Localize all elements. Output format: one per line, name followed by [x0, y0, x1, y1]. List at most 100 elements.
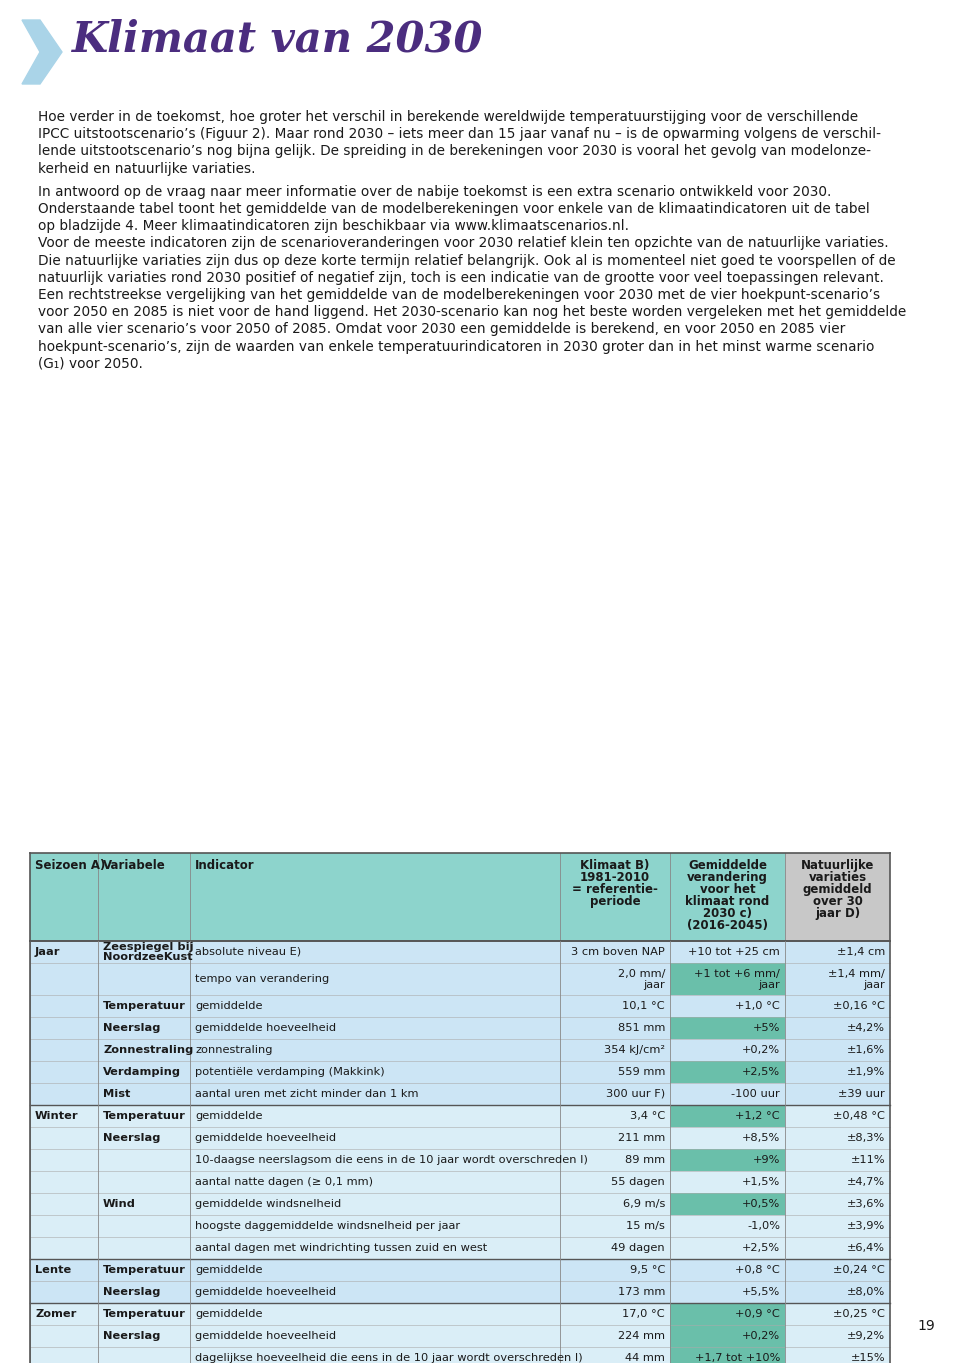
Text: jaar: jaar	[758, 980, 780, 990]
Text: 44 mm: 44 mm	[625, 1353, 665, 1363]
Bar	[30, 1017, 890, 1039]
Text: Neerslag: Neerslag	[103, 1287, 160, 1298]
Bar	[30, 1214, 890, 1238]
Text: 9,5 °C: 9,5 °C	[630, 1265, 665, 1274]
Bar	[30, 1060, 890, 1084]
Text: 300 uur F): 300 uur F)	[606, 1089, 665, 1099]
Text: gemiddelde windsnelheid: gemiddelde windsnelheid	[195, 1199, 341, 1209]
Bar	[190, 853, 560, 940]
Text: Neerslag: Neerslag	[103, 1024, 160, 1033]
Bar	[30, 1259, 890, 1281]
Bar	[30, 995, 890, 1017]
Text: Variabele: Variabele	[103, 859, 166, 872]
Text: Klimaat B): Klimaat B)	[580, 859, 650, 872]
Text: +0,5%: +0,5%	[742, 1199, 780, 1209]
Text: gemiddelde: gemiddelde	[195, 1308, 262, 1319]
Text: ±8,3%: ±8,3%	[847, 1133, 885, 1144]
Text: 49 dagen: 49 dagen	[612, 1243, 665, 1253]
Bar	[30, 1238, 890, 1259]
Text: Die natuurlijke variaties zijn dus op deze korte termijn relatief belangrijk. Oo: Die natuurlijke variaties zijn dus op de…	[38, 254, 896, 267]
Text: 89 mm: 89 mm	[625, 1154, 665, 1165]
Text: 1981-2010: 1981-2010	[580, 871, 650, 885]
Text: Gemiddelde: Gemiddelde	[688, 859, 767, 872]
Text: Zeespiegel bij: Zeespiegel bij	[103, 942, 194, 951]
Text: -1,0%: -1,0%	[747, 1221, 780, 1231]
Bar	[30, 1039, 890, 1060]
Text: ±11%: ±11%	[851, 1154, 885, 1165]
Text: +1,2 °C: +1,2 °C	[735, 1111, 780, 1120]
Text: 2,0 mm/: 2,0 mm/	[617, 969, 665, 979]
Text: Neerslag: Neerslag	[103, 1332, 160, 1341]
Text: Wind: Wind	[103, 1199, 136, 1209]
Text: +0,8 °C: +0,8 °C	[735, 1265, 780, 1274]
Text: gemiddelde: gemiddelde	[195, 1000, 262, 1011]
Text: +1,7 tot +10%: +1,7 tot +10%	[695, 1353, 780, 1363]
Text: aantal dagen met windrichting tussen zuid en west: aantal dagen met windrichting tussen zui…	[195, 1243, 488, 1253]
Text: jaar: jaar	[863, 980, 885, 990]
Bar	[30, 1171, 890, 1193]
Text: Een rechtstreekse vergelijking van het gemiddelde van de modelberekeningen voor : Een rechtstreekse vergelijking van het g…	[38, 288, 880, 303]
Bar	[670, 853, 785, 940]
Text: tempo van verandering: tempo van verandering	[195, 975, 329, 984]
Text: kerheid en natuurlijke variaties.: kerheid en natuurlijke variaties.	[38, 162, 255, 176]
Bar	[670, 1303, 785, 1325]
Text: ±9,2%: ±9,2%	[847, 1332, 885, 1341]
Text: op bladzijde 4. Meer klimaatindicatoren zijn beschikbaar via www.klimaatscenario: op bladzijde 4. Meer klimaatindicatoren …	[38, 219, 629, 233]
Text: aantal natte dagen (≥ 0,1 mm): aantal natte dagen (≥ 0,1 mm)	[195, 1178, 373, 1187]
Text: dagelijkse hoeveelheid die eens in de 10 jaar wordt overschreden I): dagelijkse hoeveelheid die eens in de 10…	[195, 1353, 583, 1363]
Text: NoordzeeKust: NoordzeeKust	[103, 953, 193, 962]
Text: gemiddelde: gemiddelde	[195, 1111, 262, 1120]
Text: Temperatuur: Temperatuur	[103, 1308, 186, 1319]
Bar	[560, 853, 670, 940]
Text: 3 cm boven NAP: 3 cm boven NAP	[571, 947, 665, 957]
Text: verandering: verandering	[687, 871, 768, 885]
Text: +0,2%: +0,2%	[742, 1332, 780, 1341]
Text: gemiddelde hoeveelheid: gemiddelde hoeveelheid	[195, 1287, 336, 1298]
Text: In antwoord op de vraag naar meer informatie over de nabije toekomst is een extr: In antwoord op de vraag naar meer inform…	[38, 185, 831, 199]
Text: = referentie-: = referentie-	[572, 883, 658, 895]
Text: ±4,7%: ±4,7%	[847, 1178, 885, 1187]
Text: variaties: variaties	[808, 871, 867, 885]
Text: natuurlijk variaties rond 2030 positief of negatief zijn, toch is een indicatie : natuurlijk variaties rond 2030 positief …	[38, 271, 884, 285]
Text: IPCC uitstootscenario’s (Figuur 2). Maar rond 2030 – iets meer dan 15 jaar vanaf: IPCC uitstootscenario’s (Figuur 2). Maar…	[38, 127, 881, 142]
Text: Onderstaande tabel toont het gemiddelde van de modelberekeningen voor enkele van: Onderstaande tabel toont het gemiddelde …	[38, 202, 870, 215]
Text: aantal uren met zicht minder dan 1 km: aantal uren met zicht minder dan 1 km	[195, 1089, 419, 1099]
Text: ±3,9%: ±3,9%	[847, 1221, 885, 1231]
Text: 17,0 °C: 17,0 °C	[622, 1308, 665, 1319]
Text: ±0,25 °C: ±0,25 °C	[833, 1308, 885, 1319]
Text: +1,0 °C: +1,0 °C	[735, 1000, 780, 1011]
Bar	[670, 1325, 785, 1347]
Text: ±4,2%: ±4,2%	[847, 1024, 885, 1033]
Text: ±0,16 °C: ±0,16 °C	[833, 1000, 885, 1011]
Text: lende uitstootscenario’s nog bijna gelijk. De spreiding in de berekeningen voor : lende uitstootscenario’s nog bijna gelij…	[38, 144, 871, 158]
Bar	[30, 1303, 890, 1325]
Bar	[670, 1060, 785, 1084]
Bar	[30, 1149, 890, 1171]
Text: potentiële verdamping (Makkink): potentiële verdamping (Makkink)	[195, 1067, 385, 1077]
Text: Zonnestraling: Zonnestraling	[103, 1045, 193, 1055]
Text: Voor de meeste indicatoren zijn de scenarioveranderingen voor 2030 relatief klei: Voor de meeste indicatoren zijn de scena…	[38, 236, 889, 251]
Text: gemiddelde: gemiddelde	[195, 1265, 262, 1274]
Text: Mist: Mist	[103, 1089, 131, 1099]
Text: ±0,24 °C: ±0,24 °C	[833, 1265, 885, 1274]
Text: jaar D): jaar D)	[815, 906, 860, 920]
Bar	[30, 1347, 890, 1363]
Text: hoekpunt-scenario’s, zijn de waarden van enkele temperatuurindicatoren in 2030 g: hoekpunt-scenario’s, zijn de waarden van…	[38, 339, 875, 353]
Text: ±6,4%: ±6,4%	[847, 1243, 885, 1253]
Bar	[785, 853, 890, 940]
Text: gemiddelde hoeveelheid: gemiddelde hoeveelheid	[195, 1024, 336, 1033]
Text: gemiddelde hoeveelheid: gemiddelde hoeveelheid	[195, 1133, 336, 1144]
Text: Jaar: Jaar	[35, 947, 60, 957]
Text: 15 m/s: 15 m/s	[626, 1221, 665, 1231]
Text: Klimaat van 2030: Klimaat van 2030	[72, 18, 484, 60]
Text: gemiddeld: gemiddeld	[803, 883, 873, 895]
Text: Hoe verder in de toekomst, hoe groter het verschil in berekende wereldwijde temp: Hoe verder in de toekomst, hoe groter he…	[38, 110, 858, 124]
Text: +5,5%: +5,5%	[742, 1287, 780, 1298]
Text: Indicator: Indicator	[195, 859, 254, 872]
Text: ±1,4 cm: ±1,4 cm	[837, 947, 885, 957]
Text: ±3,6%: ±3,6%	[847, 1199, 885, 1209]
Text: +5%: +5%	[753, 1024, 780, 1033]
Bar	[30, 1281, 890, 1303]
Text: +9%: +9%	[753, 1154, 780, 1165]
Text: 173 mm: 173 mm	[617, 1287, 665, 1298]
